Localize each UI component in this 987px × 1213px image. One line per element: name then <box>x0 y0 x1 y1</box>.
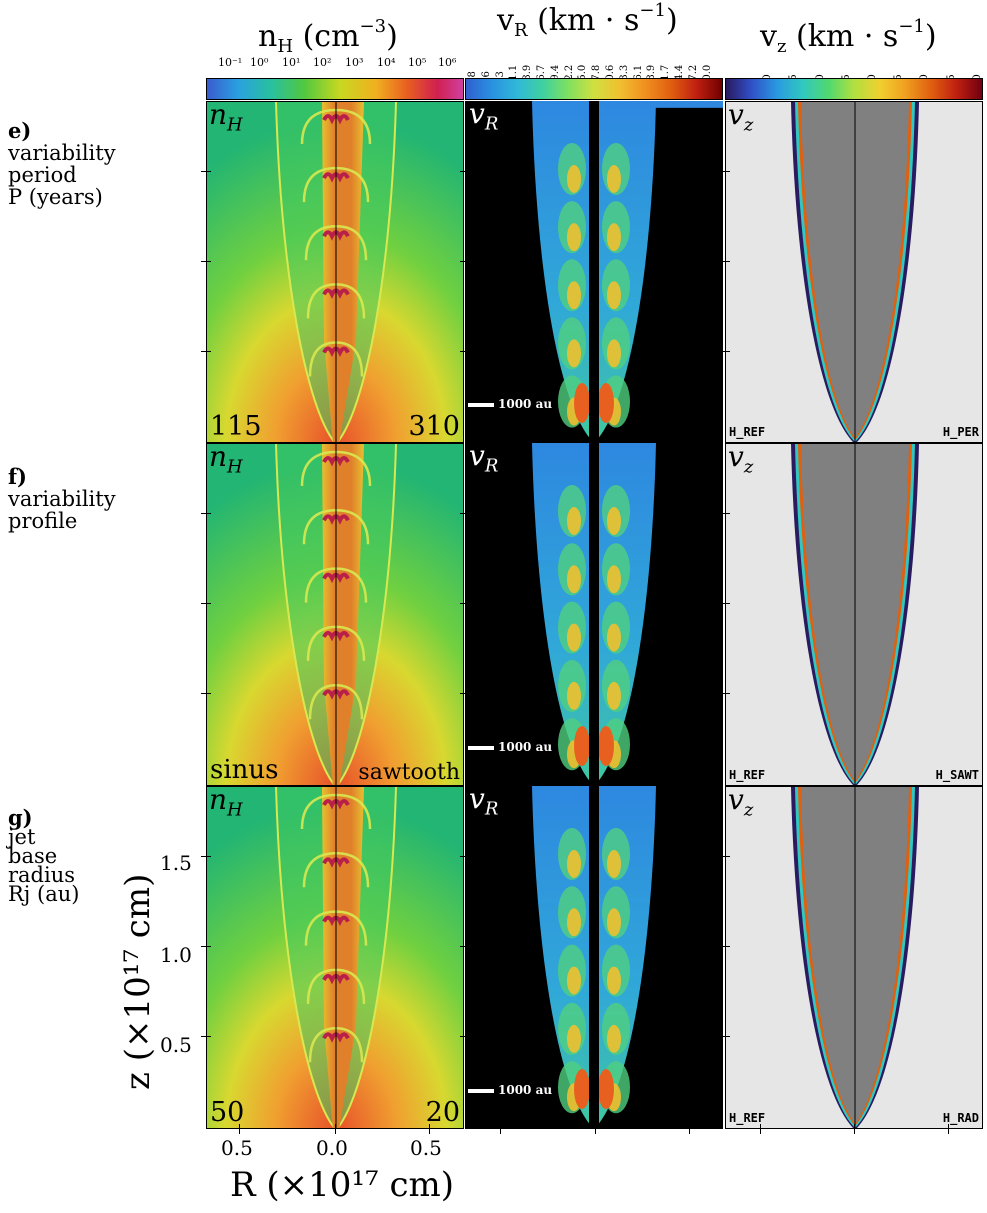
nh-panel: nH 50 20 <box>206 786 464 1129</box>
nh-tick: 10² <box>313 56 332 69</box>
axis-tick <box>760 1124 761 1134</box>
vz-panel-label: vz <box>728 101 754 136</box>
axis-tick <box>460 856 470 857</box>
axis-tick <box>201 351 211 352</box>
axis-tick <box>201 513 211 514</box>
axis-tick <box>201 1036 211 1037</box>
nh-panel: nH 115 310 <box>206 101 464 443</box>
vr-colorbar-title: vR (km · s−1) <box>497 0 678 41</box>
axis-tick <box>429 1124 430 1134</box>
axis-tick <box>720 946 730 947</box>
left-corner-label: 50 <box>210 1097 245 1128</box>
z-tick: 1.5 <box>160 851 192 875</box>
sim-right-label: H_RAD <box>942 1111 979 1125</box>
right-corner-label: sawtooth <box>358 760 460 785</box>
vz-panel-label: vz <box>728 443 754 478</box>
axis-tick <box>720 513 730 514</box>
vz-panel: vz H_REF H_SAWT <box>725 443 983 786</box>
axis-tick <box>854 1124 855 1134</box>
scale-bar-line <box>468 745 494 750</box>
axis-tick <box>500 1124 501 1134</box>
axis-tick <box>689 1124 690 1134</box>
sim-right-label: H_PER <box>942 425 979 439</box>
sim-left-label: H_REF <box>729 1111 766 1125</box>
axis-tick <box>720 351 730 352</box>
nh-panel: nH sinus sawtooth <box>206 443 464 786</box>
axis-tick <box>201 603 211 604</box>
vr-panel: vR 1000 au <box>465 443 723 786</box>
axis-tick <box>201 856 211 857</box>
axis-tick <box>720 261 730 262</box>
nh-tick: 10⁻¹ <box>218 56 243 69</box>
axis-tick <box>239 1124 240 1134</box>
axis-tick <box>948 1124 949 1134</box>
nh-tick: 10³ <box>345 56 364 69</box>
axis-tick <box>720 603 730 604</box>
axis-tick <box>460 603 470 604</box>
axis-tick <box>201 946 211 947</box>
axis-tick <box>720 171 730 172</box>
nh-panel-label: nH <box>209 786 243 821</box>
nh-colorbar-title: nH (cm−3) <box>258 16 398 57</box>
scale-bar: 1000 au <box>468 397 552 411</box>
vr-colorbar <box>465 78 723 100</box>
row-e-label: e) variability period P (years) <box>8 118 116 209</box>
axis-tick <box>460 1036 470 1037</box>
vz-panel: vz H_REF H_RAD <box>725 786 983 1129</box>
row-f-label: f) variability profile <box>8 464 116 533</box>
nh-tick: 10⁴ <box>377 56 396 69</box>
scale-bar-line <box>468 402 494 407</box>
axis-tick <box>460 261 470 262</box>
nh-tick: 10⁶ <box>438 56 457 69</box>
r-tick: 0.0 <box>316 1136 348 1160</box>
vr-panel-label: vR <box>469 101 499 135</box>
row-g-label: g) jet base radius Rj (au) <box>8 805 80 906</box>
axis-tick <box>720 856 730 857</box>
nh-panel-label: nH <box>209 443 243 478</box>
vr-panel-label: vR <box>469 786 499 820</box>
nh-colorbar <box>206 78 464 100</box>
z-tick: 1.0 <box>160 943 192 967</box>
vz-colorbar-title: vz (km · s−1) <box>760 16 937 57</box>
sim-right-label: H_SAWT <box>935 768 979 782</box>
vz-panel-label: vz <box>728 786 754 821</box>
z-tick: 0.5 <box>160 1033 192 1057</box>
right-corner-label: 310 <box>408 411 460 442</box>
nh-tick: 10⁰ <box>250 56 269 69</box>
sim-left-label: H_REF <box>729 425 766 439</box>
axis-tick <box>335 1124 336 1134</box>
z-axis-label: z (×10¹⁷ cm) <box>118 873 158 1090</box>
left-corner-label: sinus <box>210 755 279 785</box>
left-corner-label: 115 <box>210 411 262 442</box>
r-axis-label: R (×10¹⁷ cm) <box>230 1165 455 1205</box>
axis-tick <box>460 513 470 514</box>
axis-tick <box>201 261 211 262</box>
vz-panel: vz H_REF H_PER <box>725 101 983 443</box>
nh-tick: 10¹ <box>282 56 301 69</box>
axis-tick <box>460 693 470 694</box>
axis-tick <box>720 1036 730 1037</box>
vz-colorbar <box>725 78 983 100</box>
r-tick: 0.5 <box>410 1136 442 1160</box>
scale-bar: 1000 au <box>468 1083 552 1097</box>
sim-left-label: H_REF <box>729 768 766 782</box>
axis-tick <box>201 171 211 172</box>
axis-tick <box>460 351 470 352</box>
right-corner-label: 20 <box>425 1097 460 1128</box>
nh-panel-label: nH <box>209 101 243 136</box>
vr-panel: vR 1000 au <box>465 101 723 443</box>
axis-tick <box>201 693 211 694</box>
axis-tick <box>460 946 470 947</box>
axis-tick <box>460 171 470 172</box>
scale-bar: 1000 au <box>468 740 552 754</box>
axis-tick <box>720 693 730 694</box>
nh-tick: 10⁵ <box>408 56 427 69</box>
scale-bar-line <box>468 1088 494 1093</box>
vr-panel: vR 1000 au <box>465 786 723 1129</box>
r-tick: 0.5 <box>221 1136 253 1160</box>
axis-tick <box>595 1124 596 1134</box>
vr-panel-label: vR <box>469 443 499 477</box>
